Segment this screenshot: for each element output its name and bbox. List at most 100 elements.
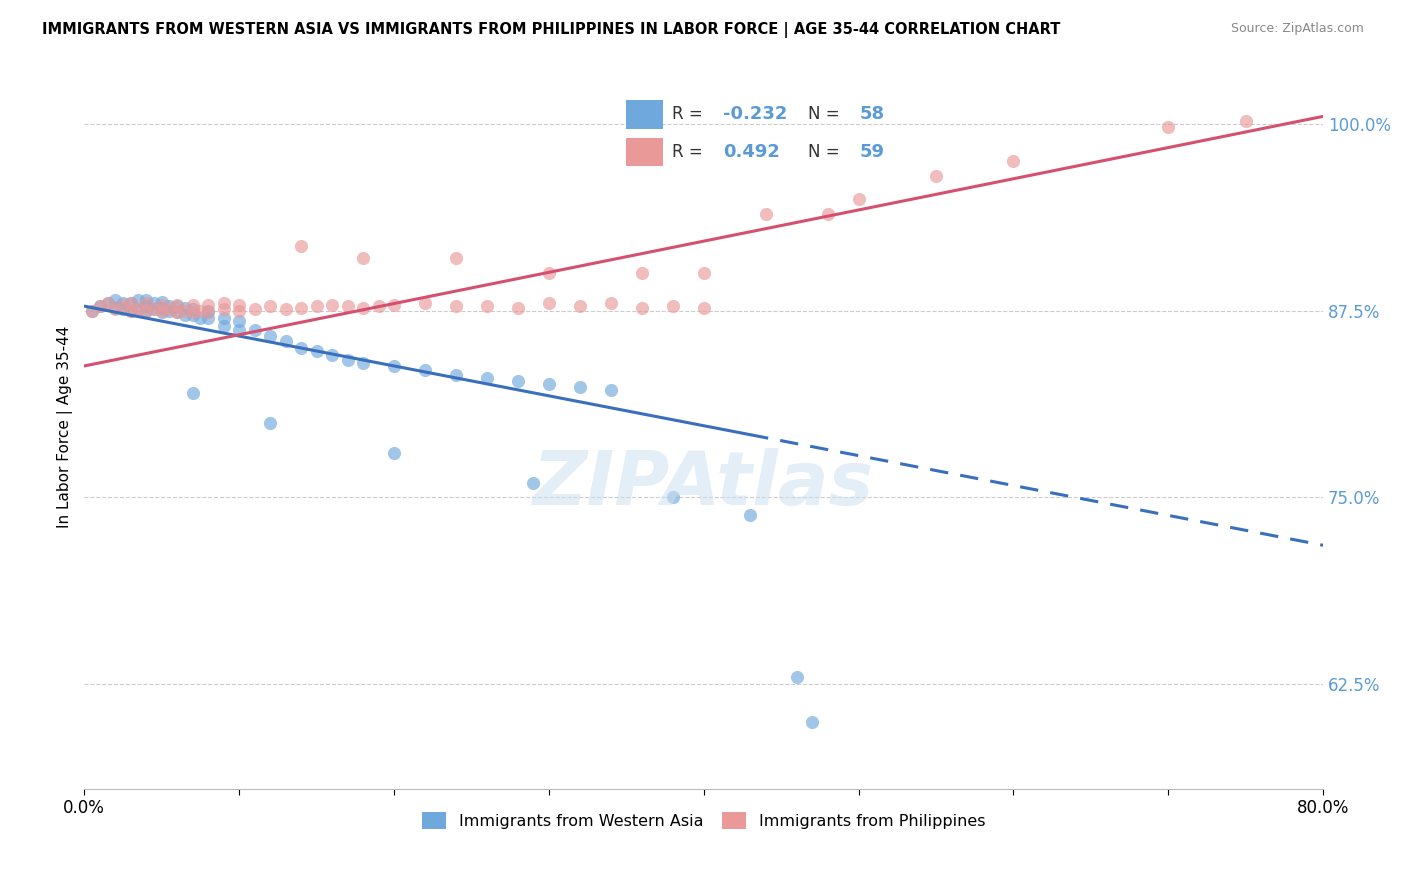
- Point: [190, 303, 212, 318]
- Point: [127, 293, 149, 308]
- Point: [321, 349, 343, 363]
- Point: [143, 296, 166, 310]
- Point: [89, 299, 111, 313]
- Point: [305, 299, 328, 313]
- Point: [181, 298, 204, 312]
- Point: [120, 296, 142, 310]
- Point: [212, 302, 235, 317]
- Point: [89, 299, 111, 313]
- Y-axis label: In Labor Force | Age 35-44: In Labor Force | Age 35-44: [58, 326, 73, 528]
- Point: [367, 299, 389, 313]
- Point: [228, 323, 250, 337]
- Point: [120, 303, 142, 318]
- Point: [181, 302, 204, 317]
- Point: [693, 266, 716, 280]
- Point: [80, 303, 103, 318]
- Legend: Immigrants from Western Asia, Immigrants from Philippines: Immigrants from Western Asia, Immigrants…: [416, 805, 991, 835]
- Point: [755, 206, 778, 220]
- Point: [568, 380, 591, 394]
- Point: [228, 314, 250, 328]
- Point: [135, 299, 157, 313]
- Point: [135, 296, 157, 310]
- Point: [135, 303, 157, 318]
- Point: [290, 341, 312, 355]
- Text: Source: ZipAtlas.com: Source: ZipAtlas.com: [1230, 22, 1364, 36]
- Point: [259, 299, 281, 313]
- Point: [197, 311, 219, 326]
- Point: [522, 475, 544, 490]
- Point: [174, 308, 197, 322]
- Point: [104, 302, 127, 317]
- Point: [444, 299, 467, 313]
- Point: [120, 303, 142, 318]
- Point: [817, 206, 839, 220]
- Point: [259, 416, 281, 430]
- Point: [413, 296, 436, 310]
- Point: [166, 305, 188, 319]
- Point: [174, 301, 197, 315]
- Point: [181, 385, 204, 400]
- Point: [96, 296, 118, 310]
- Point: [181, 308, 204, 322]
- Point: [786, 670, 808, 684]
- Point: [693, 301, 716, 315]
- Point: [630, 301, 652, 315]
- Point: [190, 311, 212, 326]
- Point: [475, 371, 498, 385]
- Point: [150, 294, 173, 309]
- Point: [290, 301, 312, 315]
- Point: [127, 302, 149, 317]
- Point: [181, 305, 204, 319]
- Point: [506, 301, 529, 315]
- Point: [661, 299, 683, 313]
- Point: [661, 491, 683, 505]
- Point: [925, 169, 948, 183]
- Point: [150, 303, 173, 318]
- Point: [212, 318, 235, 333]
- Point: [135, 303, 157, 318]
- Point: [336, 353, 359, 368]
- Point: [143, 302, 166, 317]
- Text: ZIPAtlas: ZIPAtlas: [533, 448, 875, 521]
- Point: [599, 296, 621, 310]
- Point: [104, 293, 127, 308]
- Point: [127, 302, 149, 317]
- Point: [135, 293, 157, 308]
- Point: [150, 298, 173, 312]
- Point: [166, 305, 188, 319]
- Point: [568, 299, 591, 313]
- Point: [80, 303, 103, 318]
- Point: [197, 303, 219, 318]
- Point: [159, 299, 181, 313]
- Point: [143, 302, 166, 317]
- Point: [1234, 113, 1257, 128]
- Point: [537, 266, 560, 280]
- Point: [413, 363, 436, 377]
- Point: [444, 368, 467, 382]
- Point: [305, 343, 328, 358]
- Point: [228, 303, 250, 318]
- Point: [104, 301, 127, 315]
- Point: [1002, 154, 1025, 169]
- Point: [321, 298, 343, 312]
- Point: [352, 356, 374, 370]
- Point: [740, 508, 762, 523]
- Point: [599, 383, 621, 397]
- Point: [352, 252, 374, 266]
- Point: [274, 302, 297, 317]
- Text: IMMIGRANTS FROM WESTERN ASIA VS IMMIGRANTS FROM PHILIPPINES IN LABOR FORCE | AGE: IMMIGRANTS FROM WESTERN ASIA VS IMMIGRAN…: [42, 22, 1060, 38]
- Point: [111, 296, 134, 310]
- Point: [228, 298, 250, 312]
- Point: [120, 296, 142, 310]
- Point: [290, 239, 312, 253]
- Point: [166, 298, 188, 312]
- Point: [848, 192, 870, 206]
- Point: [243, 323, 266, 337]
- Point: [475, 299, 498, 313]
- Point: [444, 252, 467, 266]
- Point: [166, 299, 188, 313]
- Point: [197, 298, 219, 312]
- Point: [150, 301, 173, 315]
- Point: [159, 302, 181, 317]
- Point: [506, 374, 529, 388]
